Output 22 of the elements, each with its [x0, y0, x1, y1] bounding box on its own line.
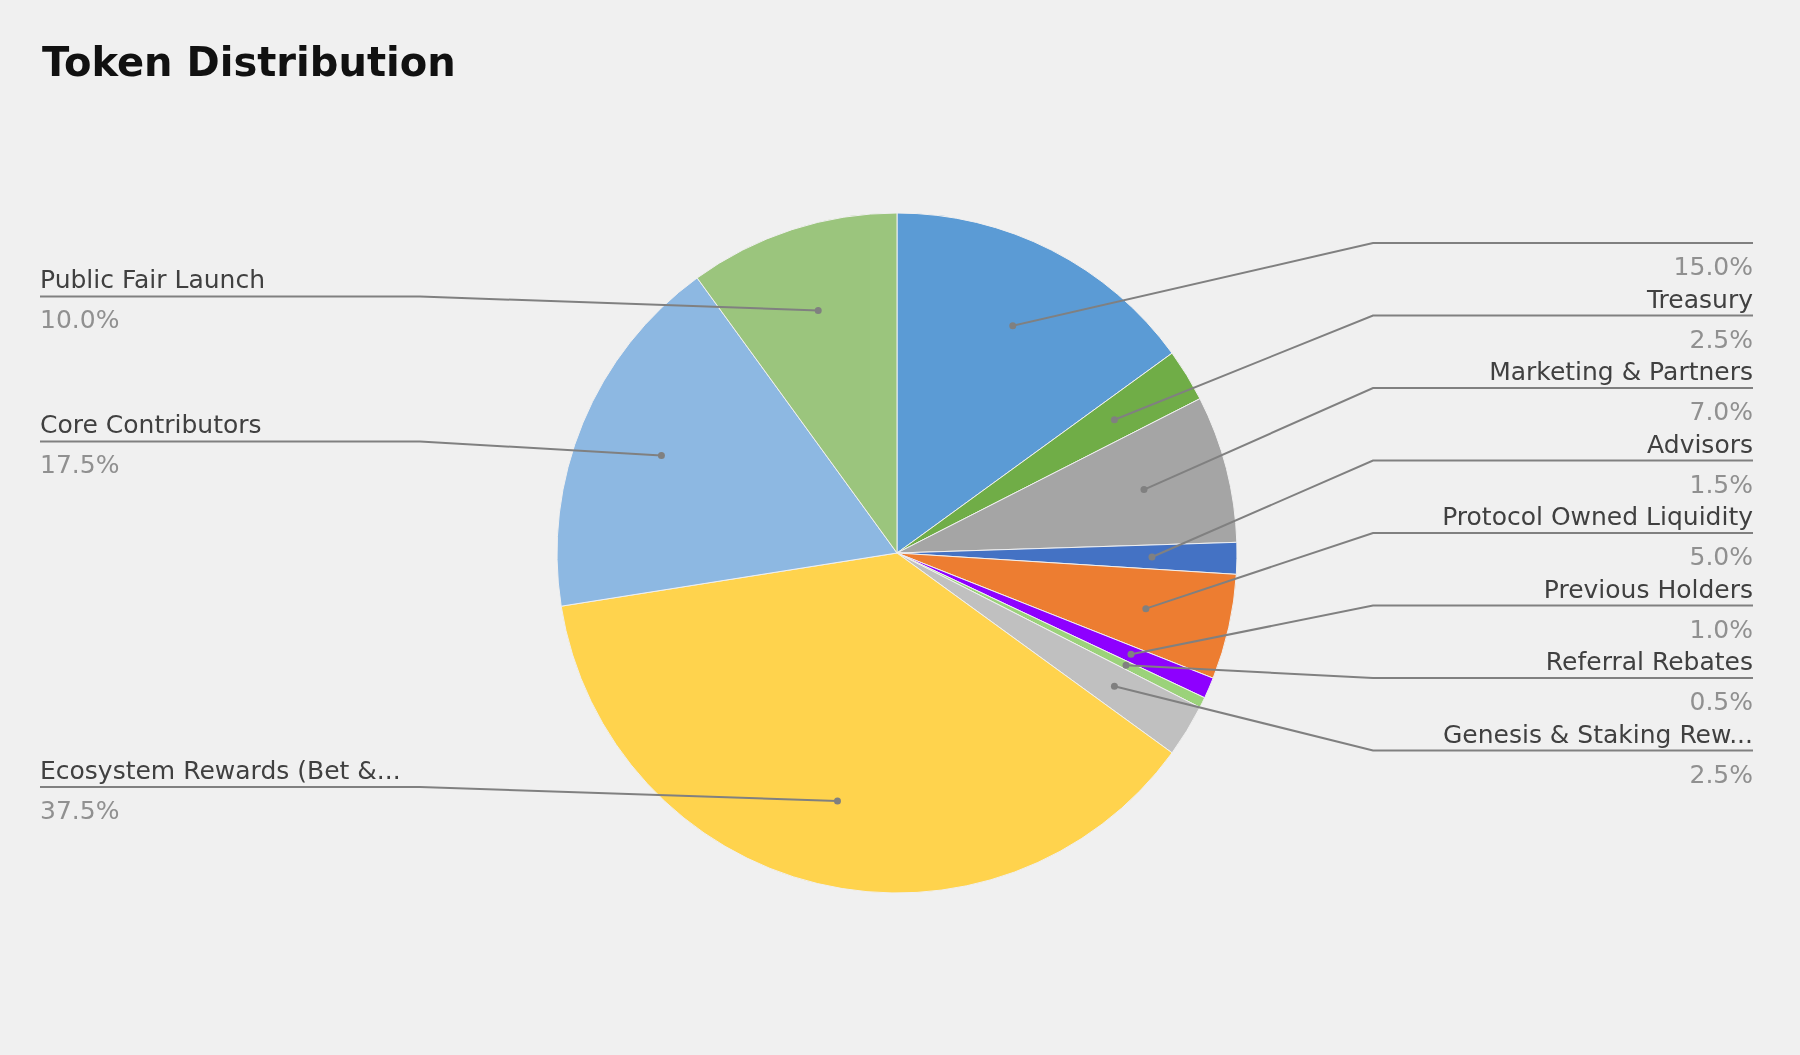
data-label: 1.0% — [1689, 614, 1753, 644]
slice-label: Protocol Owned Liquidity — [1442, 502, 1754, 531]
data-label: 15.0% — [1673, 252, 1753, 281]
chart-title: Token Distribution — [42, 39, 456, 85]
data-label: 1.5% — [1689, 469, 1753, 499]
data-label: 0.5% — [1689, 687, 1753, 716]
data-label: 37.5% — [40, 795, 120, 825]
slice-label: Marketing & Partners — [1489, 357, 1753, 386]
data-label: 2.5% — [1689, 324, 1753, 354]
slice-label: Ecosystem Rewards (Bet &... — [40, 755, 401, 785]
slice-label: Referral Rebates — [1545, 647, 1753, 676]
data-label: 17.5% — [40, 450, 120, 480]
slice-label: Genesis & Staking Rew... — [1442, 719, 1753, 749]
slice-label: Treasury — [1646, 284, 1754, 314]
data-label: 5.0% — [1689, 542, 1753, 571]
data-label: 2.5% — [1689, 759, 1753, 789]
slice-label: Advisors — [1647, 429, 1753, 459]
data-label: 7.0% — [1689, 397, 1753, 426]
slice-label: Core Contributors — [40, 410, 262, 440]
slice-label: Previous Holders — [1543, 574, 1753, 604]
data-label: 10.0% — [40, 305, 120, 335]
slice-label: Public Fair Launch — [40, 265, 266, 295]
